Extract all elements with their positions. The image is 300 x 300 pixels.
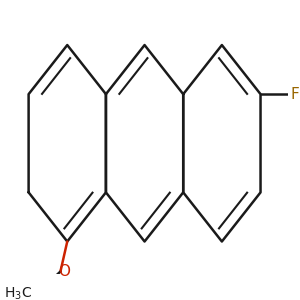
Text: F: F [290,87,299,102]
Text: O: O [58,264,70,279]
Text: H$_3$C: H$_3$C [4,285,32,300]
